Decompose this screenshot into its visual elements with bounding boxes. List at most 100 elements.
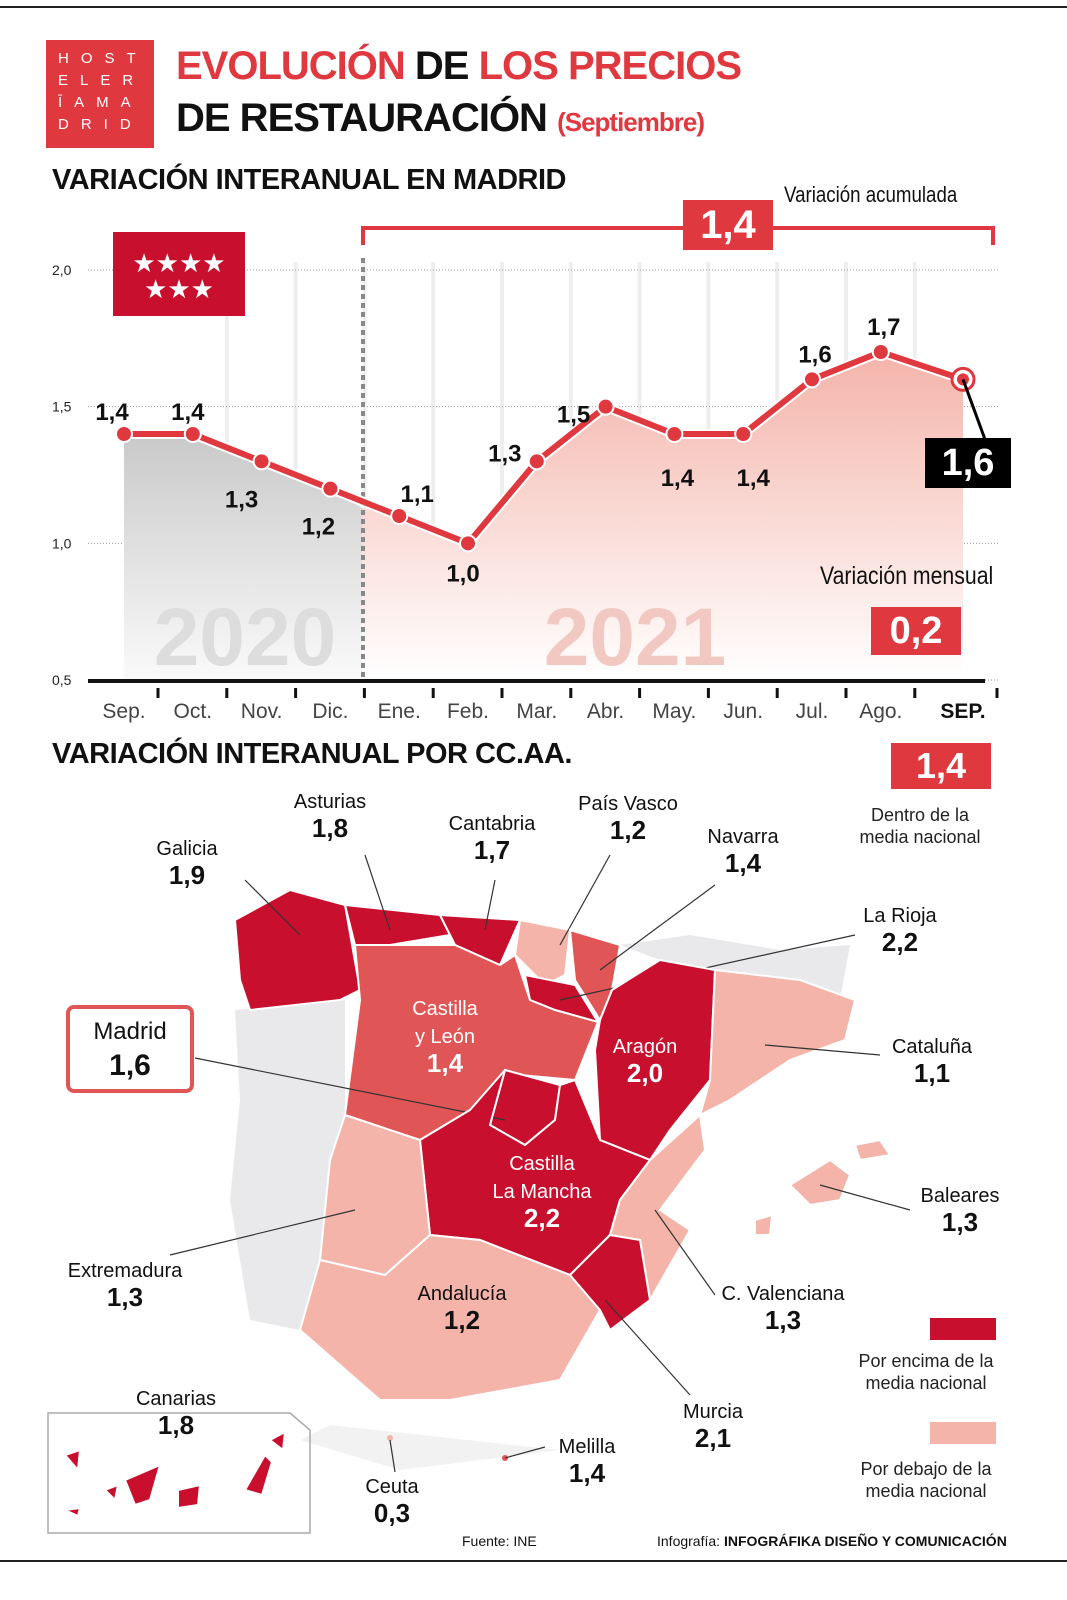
- x-tick-label: Sep.: [102, 700, 145, 723]
- leader-line: [244, 879, 301, 936]
- data-label: 1,7: [867, 314, 900, 341]
- region-canarias: [61, 1430, 287, 1518]
- legend-label-below: Por debajo de la media nacional: [860, 1459, 992, 1501]
- data-label: 1,5: [557, 402, 590, 429]
- data-point: [665, 425, 684, 443]
- data-label: 1,3: [225, 486, 258, 513]
- main-title-line2: DE RESTAURACIÓN (Septiembre): [176, 96, 705, 141]
- data-point: [871, 343, 890, 361]
- current-value-badge: 1,6: [925, 438, 1011, 488]
- region-value: 1,1: [913, 1058, 951, 1088]
- area-2021: [362, 352, 963, 680]
- data-point: [390, 507, 409, 525]
- title-part: DE: [414, 44, 470, 88]
- leader-line: [504, 1446, 546, 1459]
- x-tick-label: May.: [652, 700, 696, 723]
- region-value: 1,9: [168, 860, 206, 890]
- leader-line: [559, 934, 856, 1001]
- y-tick-label: 1,5: [52, 399, 72, 415]
- data-point: [803, 370, 821, 389]
- top-rule: [0, 6, 1067, 8]
- region-value: 1,7: [473, 835, 511, 865]
- credit-text: INFOGRÁFIKA DISEÑO Y COMUNICACIÓN: [723, 1533, 1007, 1549]
- madrid-section-title: VARIACIÓN INTERANUAL EN MADRID: [52, 164, 566, 196]
- credit-prefix: Infografía:: [657, 1533, 721, 1549]
- region-asturias: [343, 903, 452, 946]
- logo-line: ĪAMA: [58, 94, 143, 111]
- region-label: Navarra 1,4: [707, 823, 778, 878]
- title-part: DE RESTAURACIÓN: [176, 96, 548, 140]
- accumulated-value-badge: 1,4: [683, 200, 773, 250]
- region-aragón: [593, 958, 717, 1162]
- national-label: Dentro de la media nacional: [859, 805, 981, 847]
- region-name: Melilla: [558, 1436, 616, 1458]
- region-label: Aragón 2,0: [613, 1033, 678, 1088]
- region-ceuta: [387, 1435, 393, 1441]
- region-label: La Rioja 2,2: [863, 902, 936, 957]
- data-label: 1,0: [446, 560, 479, 587]
- region-value: 2,0: [626, 1058, 664, 1088]
- national-value-badge: 1,4: [891, 743, 991, 789]
- canarias-inset-frame: [47, 1412, 311, 1534]
- monthly-label: Variación mensual: [820, 562, 994, 590]
- leader-line: [484, 879, 496, 931]
- region-name: Castilla y León: [412, 998, 478, 1048]
- regions-section-title: VARIACIÓN INTERANUAL POR CC.AA.: [52, 738, 572, 770]
- data-label: 1,2: [302, 514, 335, 541]
- leader-line: [764, 1044, 881, 1056]
- region-value: 1,2: [609, 815, 647, 845]
- region-name: Madrid: [93, 1018, 167, 1045]
- region-value: 2,1: [694, 1423, 732, 1453]
- x-tick-label: Mar.: [516, 700, 557, 723]
- region-value: 1,3: [106, 1282, 144, 1312]
- region-value: 1,4: [724, 848, 762, 878]
- region-value: 1,3: [941, 1207, 979, 1237]
- accumulated-label: Variación acumulada: [784, 182, 958, 207]
- region-value: 1,4: [426, 1048, 464, 1078]
- region-name: Navarra: [707, 826, 779, 848]
- data-point: [252, 452, 271, 471]
- region-value: 1,6: [109, 1049, 151, 1082]
- region-label: Cataluña 1,1: [892, 1033, 972, 1088]
- region-baleares: [754, 1138, 892, 1236]
- region-label: Castilla La Mancha 2,2: [493, 1150, 592, 1233]
- main-title-line1: EVOLUCIÓN DE LOS PRECIOS: [176, 44, 742, 89]
- region-label: Canarias 1,8: [136, 1385, 216, 1440]
- x-tick-label: Ene.: [378, 700, 421, 723]
- region-name: Murcia: [682, 1401, 744, 1423]
- bottom-rule: [0, 1560, 1067, 1562]
- region-name: Ceuta: [365, 1476, 419, 1498]
- area-2020: [124, 434, 362, 680]
- region-name: País Vasco: [578, 793, 678, 815]
- data-label: 1,4: [737, 465, 771, 492]
- region-galicia: [233, 888, 362, 1012]
- region-name: Andalucía: [417, 1283, 507, 1305]
- data-label: 1,4: [95, 399, 129, 426]
- leader-line: [169, 1209, 356, 1256]
- region-murcia: [568, 1233, 652, 1332]
- region-label: Andalucía 1,2: [418, 1280, 507, 1335]
- region-name: Extremadura: [67, 1260, 183, 1282]
- region-name: Canarias: [135, 1388, 217, 1410]
- region-name: La Rioja: [863, 905, 937, 927]
- x-tick-label: Oct.: [174, 700, 213, 723]
- data-label: 1,4: [661, 465, 695, 492]
- legend-label-above: Por encima de la media nacional: [858, 1351, 994, 1393]
- x-tick-label: SEP.: [940, 700, 985, 723]
- data-label: 1,6: [798, 341, 831, 368]
- region-name: C. Valenciana: [721, 1283, 845, 1305]
- region-label: Ceuta 0,3: [365, 1473, 418, 1528]
- region-value: 1,3: [764, 1305, 802, 1335]
- x-tick-label: Abr.: [587, 700, 624, 723]
- region-label: Melilla 1,4: [559, 1433, 616, 1488]
- region-value: 1,8: [157, 1410, 195, 1440]
- region-label: Galicia 1,9: [156, 835, 217, 890]
- data-point: [459, 534, 477, 553]
- year-label-2020: 2020: [154, 592, 336, 683]
- region-label: Castilla y León 1,4: [412, 995, 478, 1078]
- data-point: [734, 425, 753, 443]
- region-name: Aragón: [612, 1036, 678, 1058]
- france-shape: [620, 935, 850, 1000]
- monthly-value-badge: 0,2: [871, 607, 961, 655]
- data-point: [596, 397, 615, 416]
